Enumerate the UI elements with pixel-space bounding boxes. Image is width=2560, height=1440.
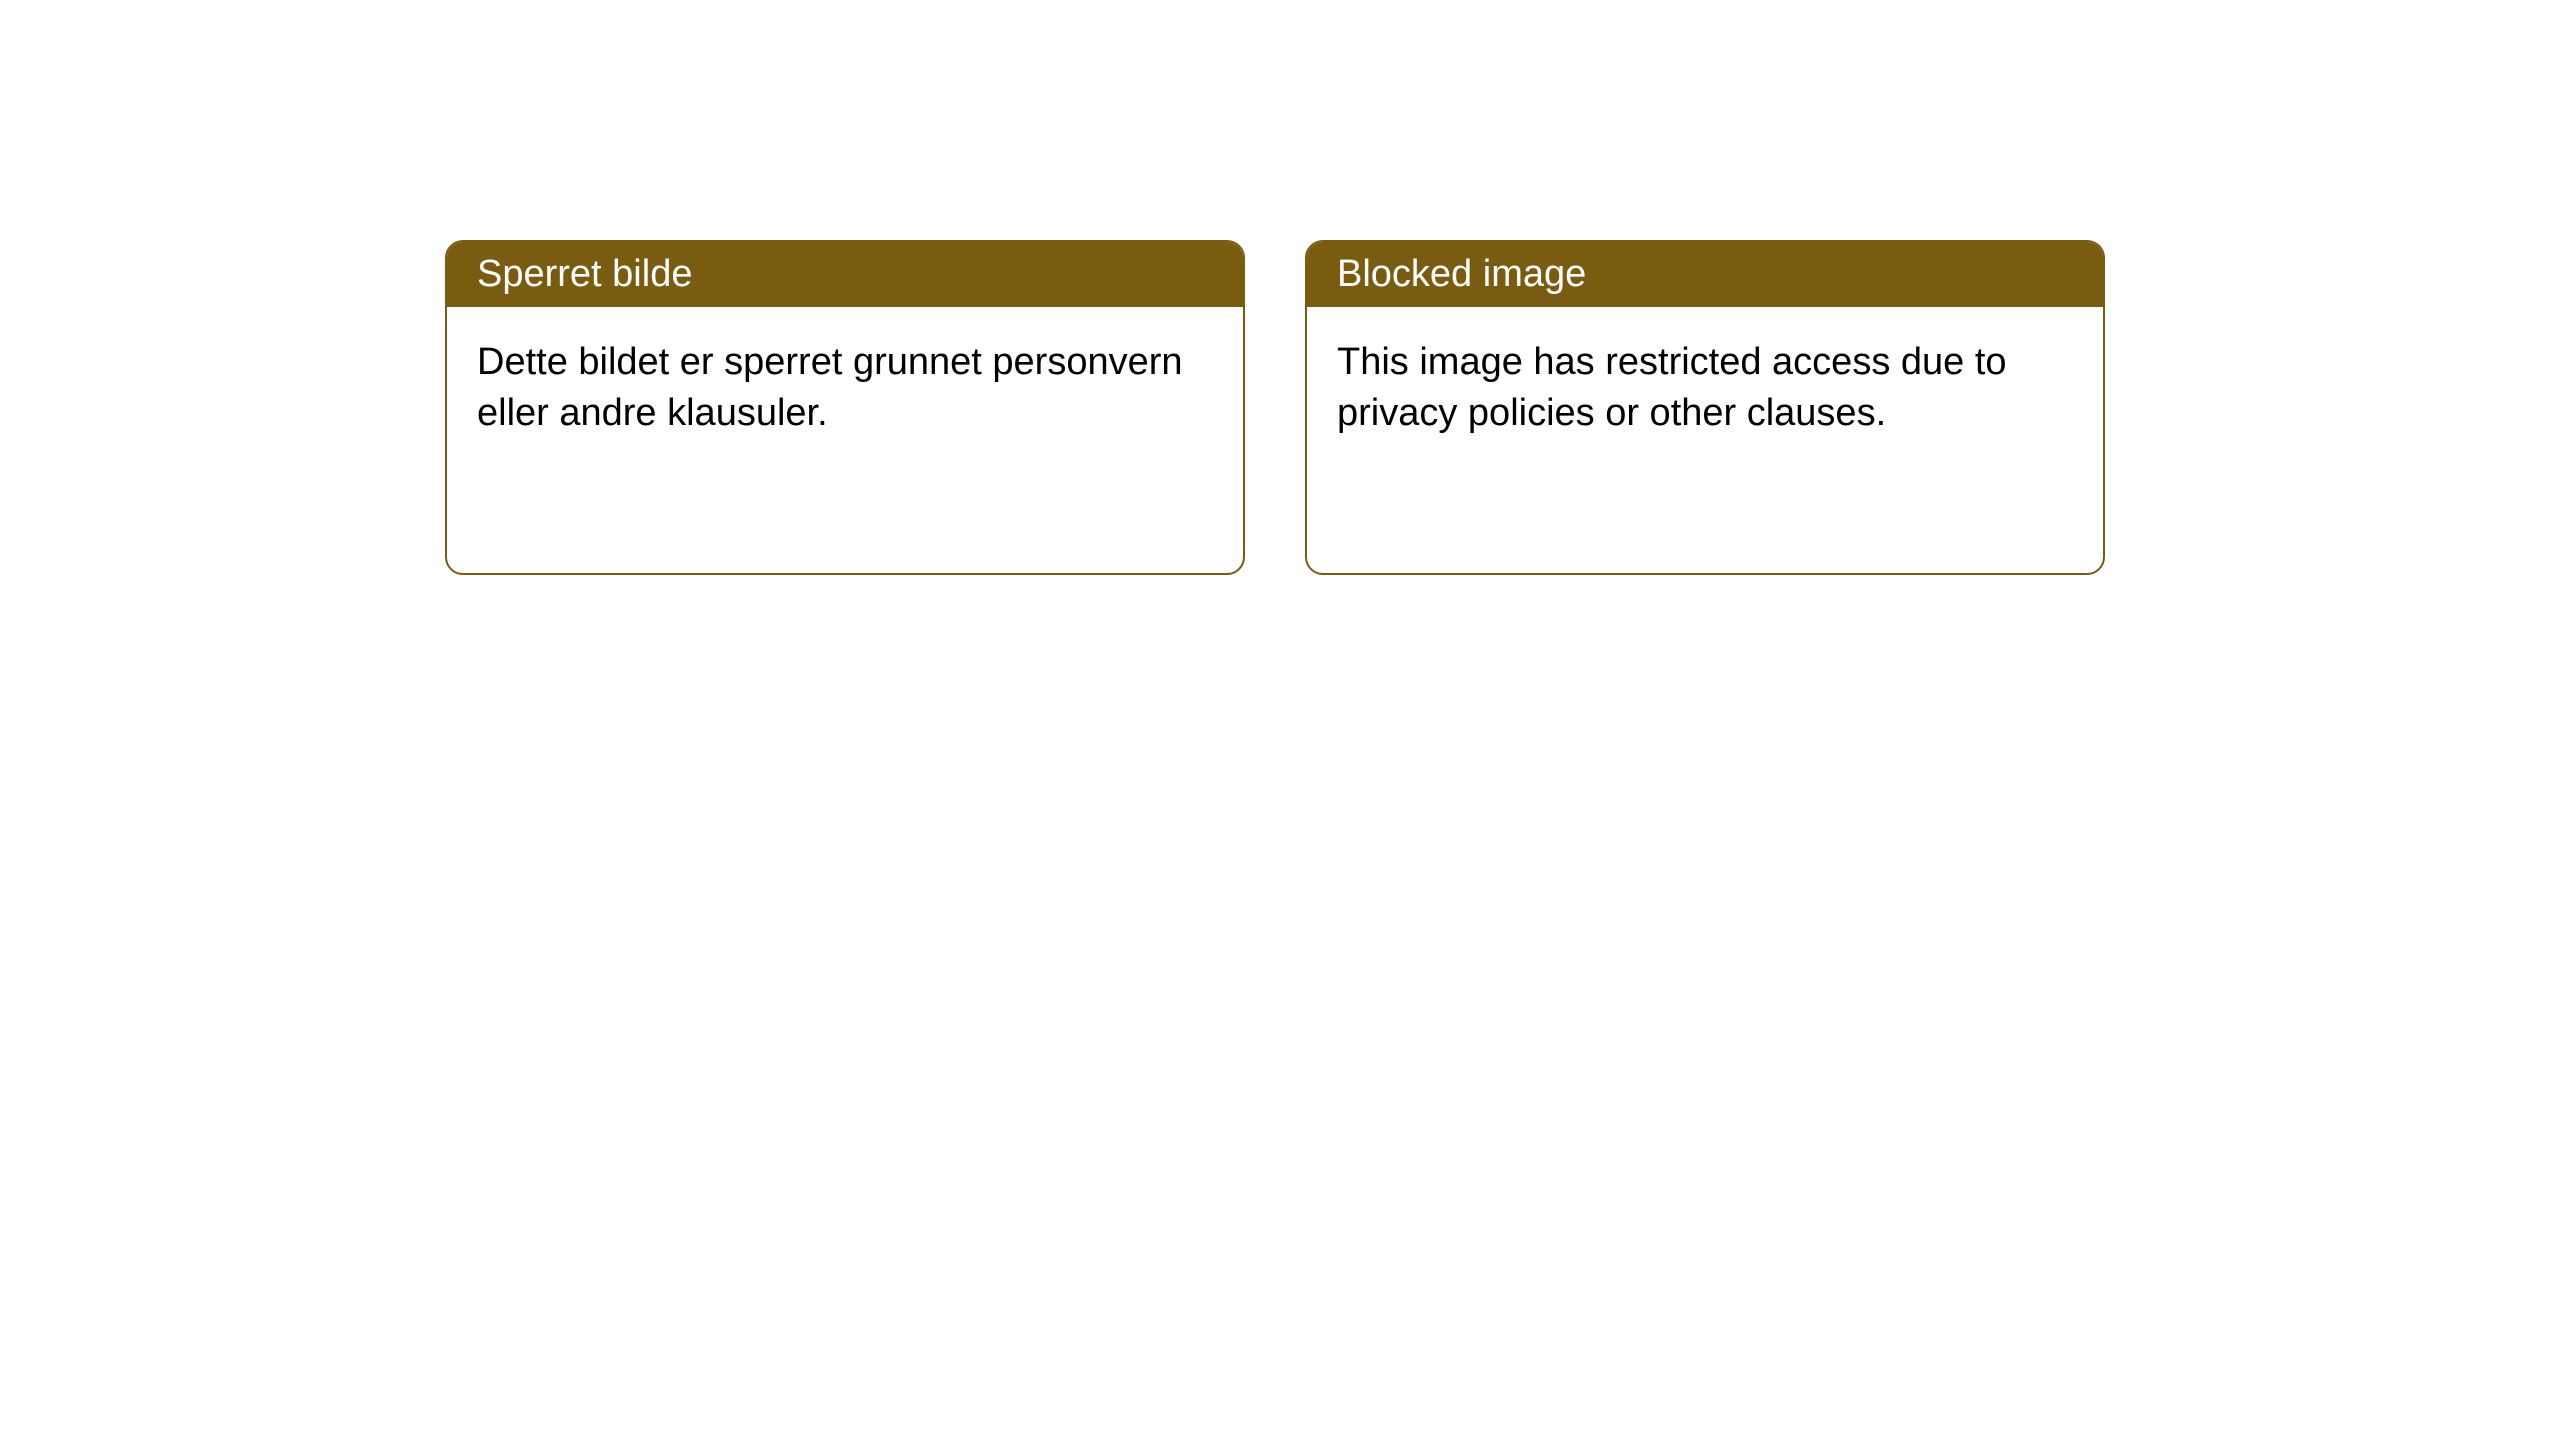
- notice-card-title: Sperret bilde: [477, 253, 692, 295]
- notice-card-body: Dette bildet er sperret grunnet personve…: [447, 307, 1243, 470]
- notice-card-body-text: This image has restricted access due to …: [1337, 341, 2007, 434]
- notice-card-header: Blocked image: [1307, 242, 2103, 307]
- notice-card-header: Sperret bilde: [447, 242, 1243, 307]
- notice-card-en: Blocked image This image has restricted …: [1305, 240, 2105, 575]
- notice-card-container: Sperret bilde Dette bildet er sperret gr…: [445, 240, 2105, 575]
- notice-card-title: Blocked image: [1337, 253, 1586, 295]
- notice-card-body: This image has restricted access due to …: [1307, 307, 2103, 470]
- notice-card-no: Sperret bilde Dette bildet er sperret gr…: [445, 240, 1245, 575]
- notice-card-body-text: Dette bildet er sperret grunnet personve…: [477, 341, 1183, 434]
